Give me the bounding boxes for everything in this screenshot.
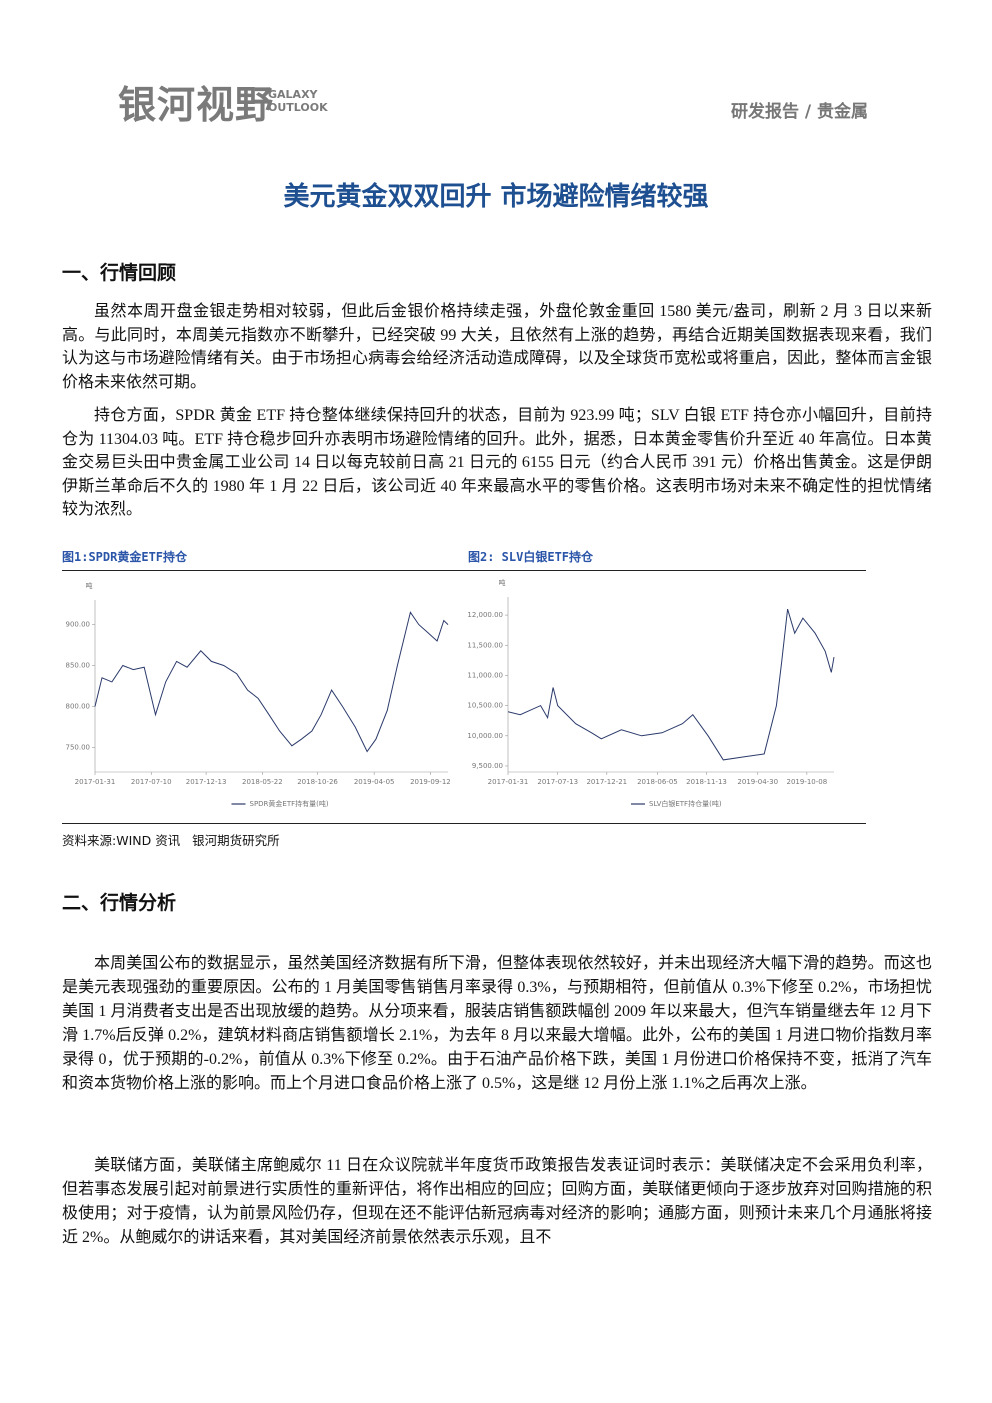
x-tick-label: 2017-12-13 (186, 778, 227, 786)
y-tick-label: 800.00 (66, 702, 91, 710)
figure-caption: 图2: SLV白银ETF持仓 (468, 550, 594, 564)
paragraph: 虽然本周开盘金银走势相对较弱，但此后金银价格持续走强，外盘伦敦金重回 1580 … (62, 303, 932, 391)
data-line (507, 608, 835, 761)
x-tick-label: 2019-04-05 (354, 778, 395, 786)
y-axis-label: 吨 (499, 578, 506, 587)
x-tick-label: 2017-01-31 (488, 778, 529, 786)
y-tick-label: 9,500.00 (472, 762, 503, 770)
y-tick-label: 11,000.00 (467, 671, 503, 679)
paragraph: 美联储方面，美联储主席鲍威尔 11 日在众议院就半年度货币政策报告发表证词时表示… (62, 1157, 932, 1247)
x-tick-label: 2017-07-10 (131, 778, 172, 786)
paragraph: 持仓方面，SPDR 黄金 ETF 持仓整体继续保持回升的状态，目前为 923.9… (62, 407, 932, 519)
title: 美元黄金双双回升 市场避险情绪较强 (283, 182, 709, 212)
x-tick-label: 2017-12-21 (586, 778, 627, 786)
y-tick-label: 10,000.00 (467, 732, 503, 740)
section-heading: 一、行情回顾 (62, 262, 177, 284)
y-tick-label: 12,000.00 (467, 611, 503, 619)
x-tick-label: 2018-11-13 (686, 778, 727, 786)
data-line (94, 611, 449, 753)
legend-label: SLV白银ETF持仓量(吨) (649, 799, 722, 808)
rule (62, 570, 866, 571)
section-heading: 二、行情分析 (62, 892, 177, 914)
y-tick-label: 10,500.00 (467, 702, 503, 710)
logo-sub-line: OUTLOOK (268, 101, 328, 114)
x-tick-label: 2019-10-08 (787, 778, 828, 786)
y-tick-label: 750.00 (66, 743, 91, 751)
x-tick-label: 2018-06-05 (637, 778, 678, 786)
x-tick-label: 2019-04-30 (737, 778, 778, 786)
source: 资料来源:WIND 资讯 银河期货研究所 (62, 833, 280, 848)
legend-label: SPDR黄金ETF持有量(吨) (250, 799, 329, 808)
figure-caption: 图1:SPDR黄金ETF持仓 (62, 550, 188, 564)
paragraph: 本周美国公布的数据显示，虽然美国经济数据有所下滑，但整体表现依然较好，并未出现经… (62, 955, 932, 1093)
y-tick-label: 11,500.00 (467, 641, 503, 649)
chart: 吨 9,500.00 10,000.00 10,500.00 11,000.00 11,5… (467, 578, 835, 808)
y-tick-label: 900.00 (66, 621, 91, 629)
logo: 银河视野 (118, 83, 275, 127)
x-tick-label: 2017-07-13 (537, 778, 578, 786)
x-tick-label: 2019-09-12 (410, 778, 451, 786)
report-section: 研发报告 / 贵金属 (730, 102, 868, 122)
x-tick-label: 2018-05-22 (242, 778, 283, 786)
chart: 吨 750.00 800.00 850.00 900.00 2017-01-31 2017-… (66, 581, 451, 808)
logo-sub: GALAXY OUTLOOK (268, 88, 328, 114)
rule (62, 823, 866, 824)
y-tick-label: 850.00 (66, 662, 91, 670)
x-tick-label: 2018-10-26 (297, 778, 338, 786)
y-axis-label: 吨 (86, 581, 93, 590)
logo-sub-line: GALAXY (268, 88, 318, 101)
x-tick-label: 2017-01-31 (75, 778, 116, 786)
